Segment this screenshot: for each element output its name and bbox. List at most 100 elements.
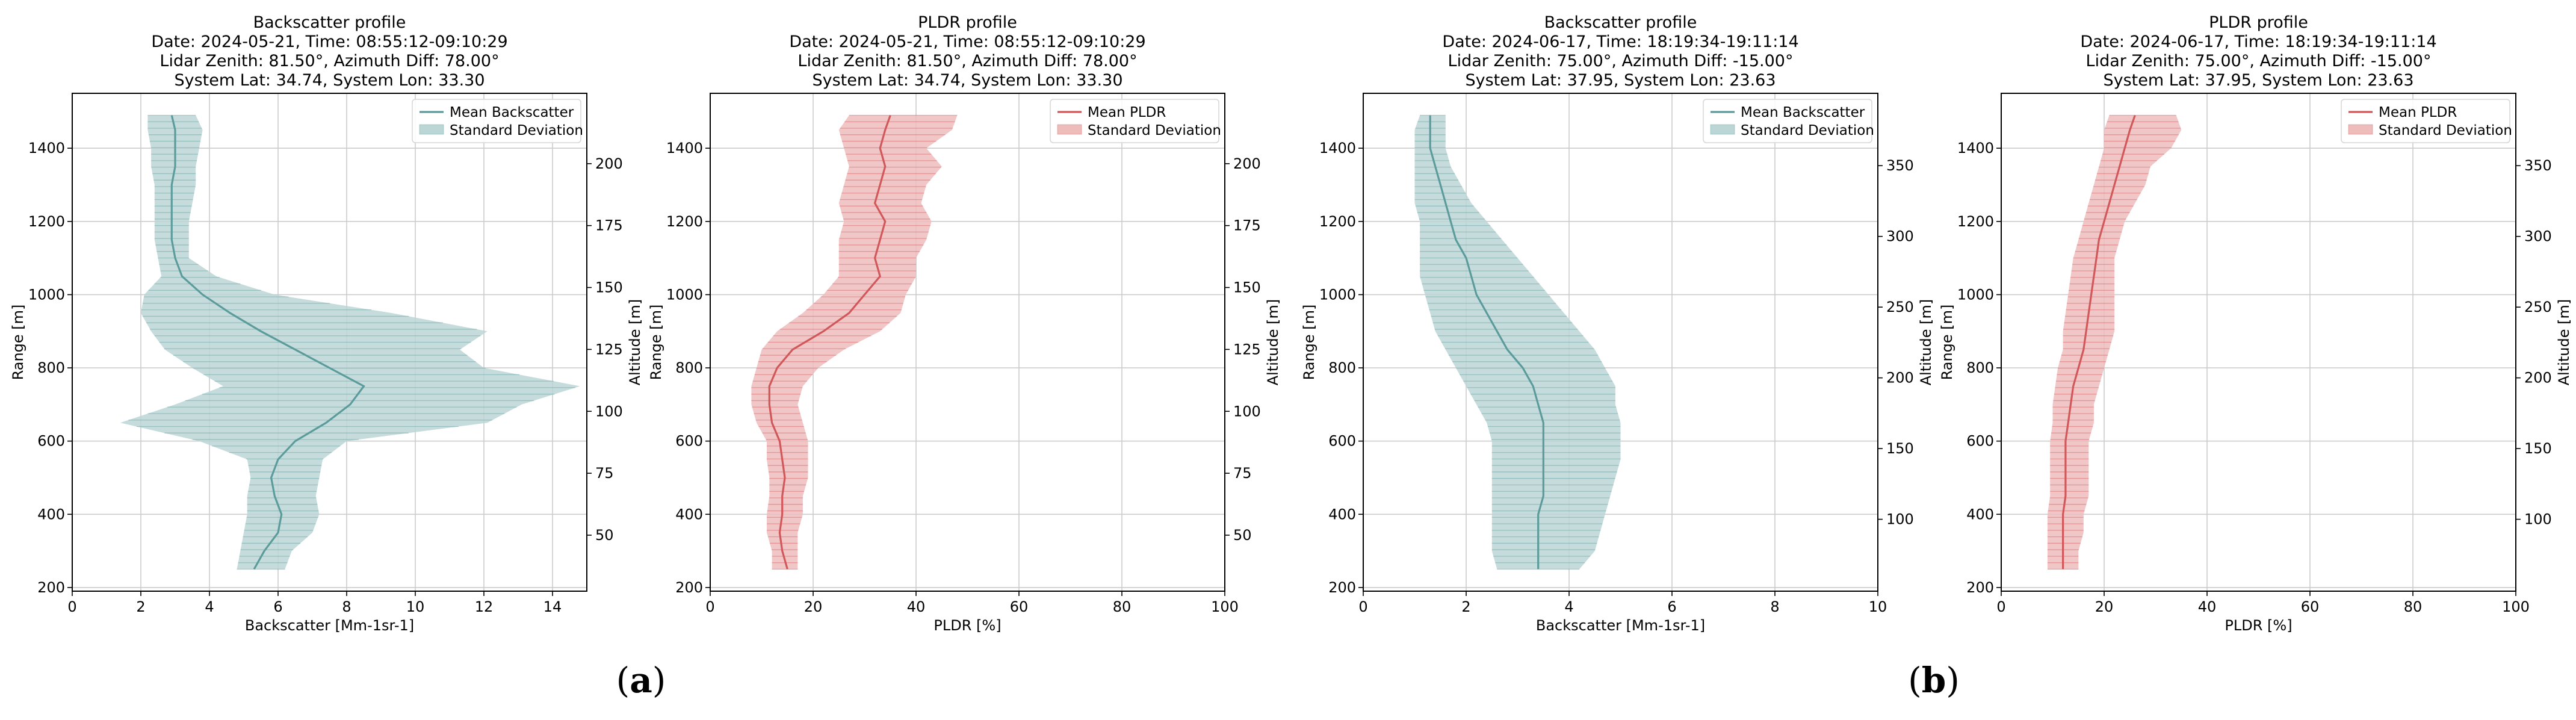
legend-band-swatch: [419, 124, 444, 135]
y2-tick-label: 150: [595, 279, 623, 296]
y-tick-label: 1000: [1957, 286, 1994, 303]
legend-entry-std: Standard Deviation: [2379, 123, 2512, 138]
x-tick-label: 0: [1996, 598, 2005, 615]
chart-title-line: Lidar Zenith: 75.00°, Azimuth Diff: -15.…: [2086, 52, 2432, 70]
x-tick-label: 0: [67, 598, 76, 615]
x-tick-label: 12: [475, 598, 494, 615]
chart-title-line: Date: 2024-06-17, Time: 18:19:34-19:11:1…: [1442, 33, 1798, 51]
y2-tick-label: 350: [1886, 157, 1914, 174]
y-tick-label: 200: [1328, 579, 1356, 596]
y2-axis-label: Altitude [m]: [1918, 299, 1934, 386]
mean-line: [170, 115, 365, 570]
y2-tick-label: 200: [595, 155, 623, 172]
y-tick-label: 1200: [1319, 213, 1356, 230]
y2-tick-label: 200: [1233, 155, 1261, 172]
y2-tick-label: 125: [1233, 341, 1261, 358]
y2-tick-label: 100: [2524, 511, 2552, 528]
x-tick-label: 80: [1113, 598, 1132, 615]
chart-title-line: Date: 2024-05-21, Time: 08:55:12-09:10:2…: [151, 33, 507, 51]
y2-tick-label: 300: [1886, 228, 1914, 245]
legend-box: [1703, 99, 1872, 143]
std-deviation-band: [751, 115, 958, 569]
y2-axis-label: Altitude [m]: [1265, 299, 1281, 386]
x-tick-label: 100: [1211, 598, 1239, 615]
y2-tick-label: 200: [1886, 370, 1914, 386]
mean-line: [2062, 114, 2136, 569]
y-tick-label: 600: [675, 433, 703, 450]
y-axis-label: Range [m]: [10, 305, 26, 380]
chart-title-line: Date: 2024-06-17, Time: 18:19:34-19:11:1…: [2080, 33, 2436, 51]
axes-frame: [710, 93, 1225, 592]
chart-title-line: Lidar Zenith: 81.50°, Azimuth Diff: 78.0…: [159, 52, 499, 70]
x-tick-label: 10: [1869, 598, 1887, 615]
legend: Mean Backscatter Standard Deviation: [1703, 99, 1874, 143]
y2-tick-label: 175: [1233, 217, 1261, 234]
chart-title-line: PLDR profile: [918, 13, 1017, 32]
legend: Mean Backscatter Standard Deviation: [412, 99, 583, 143]
y2-axis-label: Altitude [m]: [2556, 299, 2572, 386]
y2-tick-label: 150: [2524, 440, 2552, 457]
panel-label-a: (a): [616, 660, 666, 701]
y2-tick-label: 250: [2524, 299, 2552, 315]
axes-frame: [2001, 93, 2516, 592]
legend-box: [2341, 99, 2510, 143]
y-tick-label: 1400: [666, 140, 703, 157]
y-tick-label: 1000: [666, 286, 703, 303]
x-axis-label: Backscatter [Mm-1sr-1]: [245, 617, 414, 634]
legend-band-swatch: [2348, 124, 2373, 135]
y2-tick-label: 100: [1886, 511, 1914, 528]
x-tick-label: 40: [907, 598, 926, 615]
y2-tick-label: 175: [595, 217, 623, 234]
x-tick-label: 0: [1358, 598, 1367, 615]
y-tick-label: 1400: [1957, 140, 1994, 157]
x-tick-label: 6: [273, 598, 282, 615]
x-tick-label: 10: [406, 598, 425, 615]
y2-tick-label: 300: [2524, 228, 2552, 245]
legend-entry-std: Standard Deviation: [1741, 123, 1874, 138]
legend-band-swatch: [1710, 124, 1735, 135]
y-tick-label: 200: [675, 579, 703, 596]
legend: Mean PLDR Standard Deviation: [2341, 99, 2512, 143]
chart-title-line: Backscatter profile: [1544, 13, 1697, 32]
legend-entry-std: Standard Deviation: [1088, 123, 1221, 138]
axes-frame: [72, 93, 587, 592]
x-tick-label: 0: [705, 598, 714, 615]
y-tick-label: 200: [37, 579, 65, 596]
x-tick-label: 4: [205, 598, 214, 615]
y-tick-label: 200: [1966, 579, 1994, 596]
y2-tick-label: 150: [1233, 279, 1261, 296]
y-tick-label: 400: [675, 506, 703, 523]
y2-tick-label: 100: [595, 403, 623, 420]
chart-title-line: Backscatter profile: [253, 13, 406, 32]
y-tick-label: 1200: [666, 213, 703, 230]
x-tick-label: 20: [2095, 598, 2114, 615]
y2-tick-label: 150: [1886, 440, 1914, 457]
legend-entry-mean: Mean PLDR: [1088, 105, 1166, 120]
legend-box: [1050, 99, 1219, 143]
x-tick-label: 60: [1010, 598, 1029, 615]
std-deviation-band: [1414, 115, 1621, 569]
chart-title-line: Lidar Zenith: 75.00°, Azimuth Diff: -15.…: [1448, 52, 1794, 70]
y-axis-label: Range [m]: [1301, 305, 1317, 380]
y-tick-label: 1200: [28, 213, 65, 230]
y-tick-label: 1400: [28, 140, 65, 157]
x-tick-label: 4: [1564, 598, 1573, 615]
x-tick-label: 2: [136, 598, 145, 615]
y-tick-label: 400: [37, 506, 65, 523]
y-tick-label: 1400: [1319, 140, 1356, 157]
x-axis-label: Backscatter [Mm-1sr-1]: [1536, 617, 1705, 634]
legend-box: [412, 99, 581, 143]
y-tick-label: 800: [37, 359, 65, 376]
x-tick-label: 20: [804, 598, 823, 615]
y2-tick-label: 250: [1886, 299, 1914, 315]
x-axis-label: PLDR [%]: [2225, 617, 2292, 634]
panel-label-a-text: (a): [616, 660, 666, 701]
x-tick-label: 80: [2404, 598, 2423, 615]
chart-title-line: System Lat: 34.74, System Lon: 33.30: [174, 71, 485, 90]
chart-title-line: Lidar Zenith: 81.50°, Azimuth Diff: 78.0…: [797, 52, 1137, 70]
chart-title-line: System Lat: 37.95, System Lon: 23.63: [1465, 71, 1776, 90]
y-tick-label: 600: [1966, 433, 1994, 450]
